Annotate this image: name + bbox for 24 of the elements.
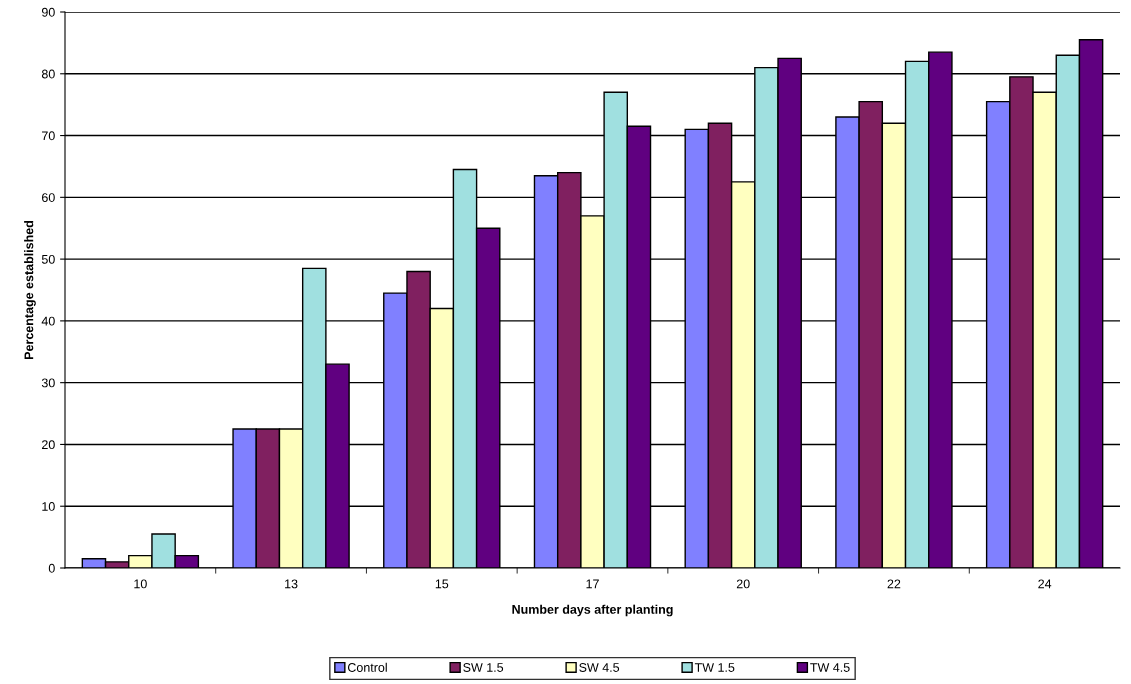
x-tick-label: 20 [736,579,750,589]
legend-label: SW 4.5 [579,663,620,672]
y-tick-label: 50 [41,254,55,264]
y-axis-title: Percentage established [24,221,36,359]
legend-label: TW 4.5 [810,663,850,672]
y-tick-label: 20 [42,440,55,450]
x-tick-label: 24 [1038,579,1052,589]
x-tick-label: 13 [285,579,298,589]
y-tick-label: 60 [42,193,55,202]
x-tick-label: 15 [435,579,449,589]
x-tick-label: 22 [887,579,901,589]
legend-label: Control [347,662,387,672]
y-tick-label: 90 [41,7,55,17]
y-tick-label: 0 [48,563,55,573]
y-tick-label: 10 [42,502,55,511]
legend-label: SW 1.5 [463,663,504,672]
y-tick-label: 30 [41,378,55,388]
x-axis-title: Number days after planting [512,604,673,617]
y-tick-label: 80 [41,69,55,79]
legend-label: TW 1.5 [694,663,735,672]
x-tick-label: 10 [134,579,147,589]
x-tick-label: 17 [586,579,599,589]
y-tick-label: 70 [42,131,55,141]
y-tick-label: 40 [41,316,55,326]
